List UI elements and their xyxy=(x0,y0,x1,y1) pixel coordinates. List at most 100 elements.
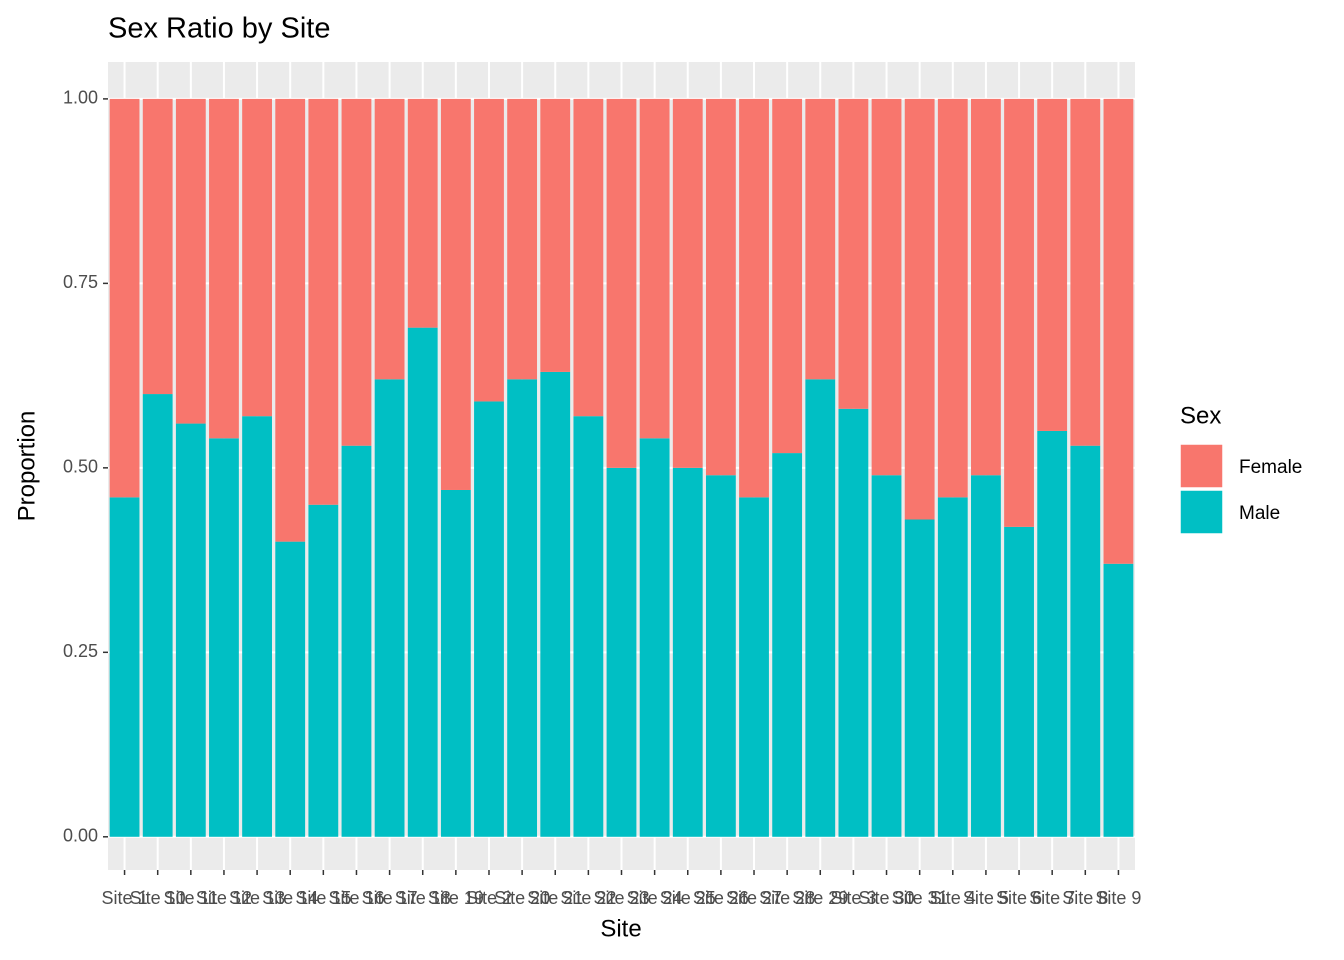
bar xyxy=(109,497,140,837)
bar xyxy=(871,475,902,837)
bar xyxy=(705,475,736,837)
x-tick-label: Site 29 xyxy=(792,888,848,908)
legend-label: Female xyxy=(1239,457,1302,478)
bar xyxy=(672,467,703,837)
x-tick-label: Site 6 xyxy=(996,888,1042,908)
bar xyxy=(937,98,968,498)
y-tick-label: 0.50 xyxy=(63,457,98,477)
bar xyxy=(540,371,571,837)
bar xyxy=(838,408,869,837)
x-tick-label: Site 14 xyxy=(262,888,318,908)
bar xyxy=(904,519,935,837)
bar xyxy=(937,497,968,837)
chart-title: Sex Ratio by Site xyxy=(108,13,330,45)
bar xyxy=(507,379,538,837)
y-tick-label: 1.00 xyxy=(63,88,98,108)
x-tick-label: Site 26 xyxy=(693,888,749,908)
bar xyxy=(772,98,803,454)
legend-label: Male xyxy=(1239,503,1280,524)
bar xyxy=(971,475,1001,837)
y-tick-label: 0.00 xyxy=(63,826,98,846)
y-tick-label: 0.75 xyxy=(63,272,98,292)
bar xyxy=(772,453,803,837)
x-tick-label: Site 28 xyxy=(759,888,815,908)
bar xyxy=(838,98,869,409)
bar xyxy=(606,467,637,837)
x-tick-label: Site 9 xyxy=(1095,888,1141,908)
bar xyxy=(573,98,604,417)
x-tick-label: Site 12 xyxy=(196,888,252,908)
bar xyxy=(971,98,1001,476)
x-tick-label: Site 20 xyxy=(494,888,550,908)
bar xyxy=(209,438,239,837)
x-tick-label: Site 4 xyxy=(930,888,976,908)
bar xyxy=(142,394,173,837)
x-tick-label: Site 24 xyxy=(627,888,683,908)
bar xyxy=(242,416,272,837)
x-tick-label: Site 3 xyxy=(830,888,876,908)
x-tick-label: Site 16 xyxy=(328,888,384,908)
bar xyxy=(440,98,471,490)
bar xyxy=(705,98,736,476)
x-tick-label: Site 13 xyxy=(229,888,285,908)
x-tick-label: Site 25 xyxy=(660,888,716,908)
bar xyxy=(341,445,372,837)
bar xyxy=(805,98,836,380)
y-tick-label: 0.25 xyxy=(63,641,98,661)
bar xyxy=(871,98,902,476)
bar xyxy=(1037,430,1068,837)
bar xyxy=(175,423,206,837)
bar xyxy=(474,401,504,837)
bar xyxy=(1103,563,1134,837)
bar xyxy=(308,504,339,837)
x-tick-label: Site 17 xyxy=(362,888,418,908)
x-tick-label: Site 15 xyxy=(295,888,351,908)
legend-title: Sex xyxy=(1180,402,1221,429)
bar xyxy=(242,98,272,417)
x-tick-label: Site 21 xyxy=(527,888,583,908)
bar xyxy=(739,98,769,498)
x-tick-label: Site 8 xyxy=(1062,888,1108,908)
bar xyxy=(606,98,637,468)
bar xyxy=(407,98,438,328)
bar xyxy=(1004,526,1034,837)
bar xyxy=(407,327,438,837)
bar xyxy=(175,98,206,424)
x-tick-label: Site 2 xyxy=(466,888,512,908)
bar xyxy=(209,98,239,439)
bar xyxy=(275,98,306,542)
x-tick-label: Site 31 xyxy=(892,888,948,908)
bar xyxy=(440,489,471,837)
x-tick-label: Site 1 xyxy=(102,888,148,908)
bar xyxy=(474,98,504,402)
x-tick-label: Site 5 xyxy=(963,888,1009,908)
bar xyxy=(1070,98,1101,446)
x-tick-label: Site 27 xyxy=(726,888,782,908)
y-axis-label: Proportion xyxy=(13,411,40,522)
bar xyxy=(805,379,836,837)
x-tick-label: Site 19 xyxy=(428,888,484,908)
x-axis-label: Site xyxy=(600,915,641,942)
bar xyxy=(639,98,670,439)
bar xyxy=(507,98,538,380)
bar xyxy=(1037,98,1068,431)
bar xyxy=(1103,98,1134,564)
bar xyxy=(341,98,372,446)
bar xyxy=(904,98,935,520)
x-tick-label: Site 11 xyxy=(163,888,218,908)
x-tick-label: Site 22 xyxy=(560,888,616,908)
bar xyxy=(672,98,703,468)
bar xyxy=(639,438,670,837)
bar xyxy=(275,541,306,837)
bar xyxy=(739,497,769,837)
bar xyxy=(573,416,604,837)
bar xyxy=(540,98,571,372)
bar xyxy=(374,98,405,380)
legend-swatch xyxy=(1179,443,1224,489)
bar xyxy=(308,98,339,505)
x-tick-label: Site 30 xyxy=(859,888,915,908)
x-tick-label: Site 10 xyxy=(130,888,186,908)
x-tick-label: Site 23 xyxy=(593,888,649,908)
x-tick-label: Site 18 xyxy=(395,888,451,908)
